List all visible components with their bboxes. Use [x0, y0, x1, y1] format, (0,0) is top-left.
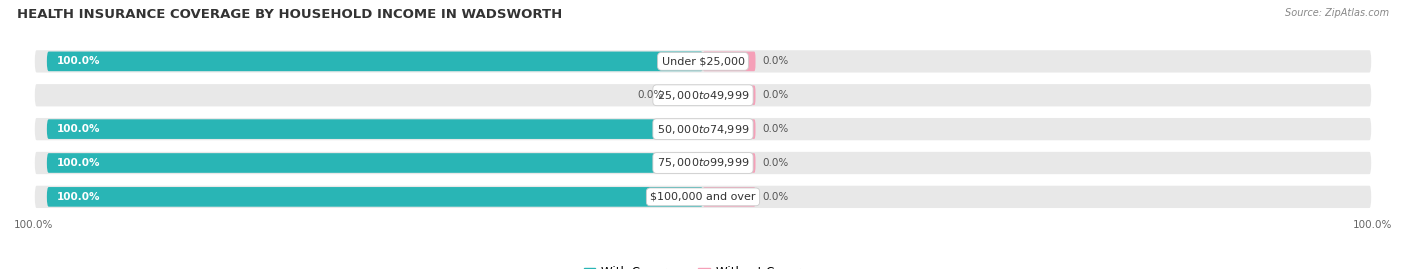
FancyBboxPatch shape — [34, 151, 1372, 175]
Text: $100,000 and over: $100,000 and over — [650, 192, 756, 202]
Text: $75,000 to $99,999: $75,000 to $99,999 — [657, 157, 749, 169]
FancyBboxPatch shape — [703, 187, 755, 207]
FancyBboxPatch shape — [34, 117, 1372, 141]
Text: $25,000 to $49,999: $25,000 to $49,999 — [657, 89, 749, 102]
Text: 100.0%: 100.0% — [14, 220, 53, 230]
FancyBboxPatch shape — [703, 86, 755, 105]
Legend: With Coverage, Without Coverage: With Coverage, Without Coverage — [579, 262, 827, 269]
Text: 0.0%: 0.0% — [762, 192, 789, 202]
Text: 100.0%: 100.0% — [1353, 220, 1392, 230]
FancyBboxPatch shape — [34, 83, 1372, 107]
FancyBboxPatch shape — [703, 153, 755, 173]
Text: Source: ZipAtlas.com: Source: ZipAtlas.com — [1285, 8, 1389, 18]
Text: 0.0%: 0.0% — [637, 90, 664, 100]
FancyBboxPatch shape — [34, 185, 1372, 209]
FancyBboxPatch shape — [46, 52, 703, 71]
Text: 100.0%: 100.0% — [56, 56, 100, 66]
Text: 0.0%: 0.0% — [762, 124, 789, 134]
Text: 0.0%: 0.0% — [762, 158, 789, 168]
Text: 100.0%: 100.0% — [56, 158, 100, 168]
FancyBboxPatch shape — [676, 86, 703, 105]
FancyBboxPatch shape — [703, 119, 755, 139]
Text: 100.0%: 100.0% — [56, 192, 100, 202]
FancyBboxPatch shape — [46, 187, 703, 207]
Text: 0.0%: 0.0% — [762, 56, 789, 66]
Text: Under $25,000: Under $25,000 — [661, 56, 745, 66]
FancyBboxPatch shape — [703, 52, 755, 71]
FancyBboxPatch shape — [46, 119, 703, 139]
Text: 100.0%: 100.0% — [56, 124, 100, 134]
FancyBboxPatch shape — [46, 153, 703, 173]
Text: 0.0%: 0.0% — [762, 90, 789, 100]
Text: HEALTH INSURANCE COVERAGE BY HOUSEHOLD INCOME IN WADSWORTH: HEALTH INSURANCE COVERAGE BY HOUSEHOLD I… — [17, 8, 562, 21]
Text: $50,000 to $74,999: $50,000 to $74,999 — [657, 123, 749, 136]
FancyBboxPatch shape — [34, 49, 1372, 73]
